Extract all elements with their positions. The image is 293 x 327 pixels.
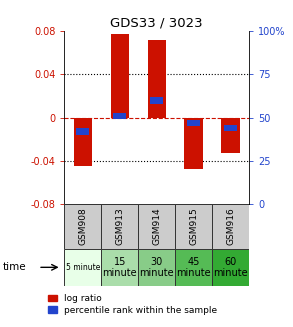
FancyBboxPatch shape — [138, 204, 175, 249]
FancyBboxPatch shape — [175, 204, 212, 249]
Legend: log ratio, percentile rank within the sample: log ratio, percentile rank within the sa… — [48, 294, 217, 315]
Bar — [76, 128, 89, 135]
Text: 45
minute: 45 minute — [176, 257, 211, 278]
Text: time: time — [3, 262, 27, 272]
Bar — [224, 125, 237, 131]
Text: GSM908: GSM908 — [79, 208, 87, 245]
Bar — [113, 113, 126, 119]
FancyBboxPatch shape — [212, 249, 249, 286]
FancyBboxPatch shape — [64, 204, 101, 249]
FancyBboxPatch shape — [101, 249, 138, 286]
Text: 60
minute: 60 minute — [213, 257, 248, 278]
FancyBboxPatch shape — [101, 204, 138, 249]
Text: 30
minute: 30 minute — [139, 257, 174, 278]
Bar — [222, 118, 240, 153]
Bar — [150, 97, 163, 104]
FancyBboxPatch shape — [212, 204, 249, 249]
Text: 5 minute: 5 minute — [66, 263, 100, 272]
Bar — [74, 118, 92, 166]
Text: 15
minute: 15 minute — [103, 257, 137, 278]
Title: GDS33 / 3023: GDS33 / 3023 — [110, 17, 203, 30]
FancyBboxPatch shape — [138, 249, 175, 286]
Text: GSM914: GSM914 — [152, 208, 161, 245]
Bar — [185, 118, 203, 169]
FancyBboxPatch shape — [175, 249, 212, 286]
Bar — [110, 34, 129, 118]
Text: GSM913: GSM913 — [115, 208, 124, 245]
FancyBboxPatch shape — [64, 249, 101, 286]
Text: GSM916: GSM916 — [226, 208, 235, 245]
Bar — [147, 40, 166, 118]
Bar — [187, 120, 200, 126]
Text: GSM915: GSM915 — [189, 208, 198, 245]
